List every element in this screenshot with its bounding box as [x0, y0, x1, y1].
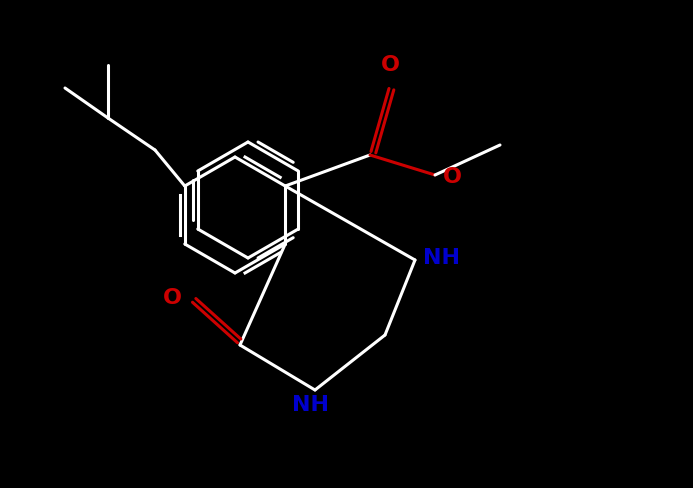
Text: NH: NH	[292, 395, 328, 415]
Text: O: O	[380, 55, 399, 75]
Text: NH: NH	[423, 248, 460, 268]
Text: O: O	[163, 288, 182, 308]
Text: O: O	[443, 167, 462, 187]
